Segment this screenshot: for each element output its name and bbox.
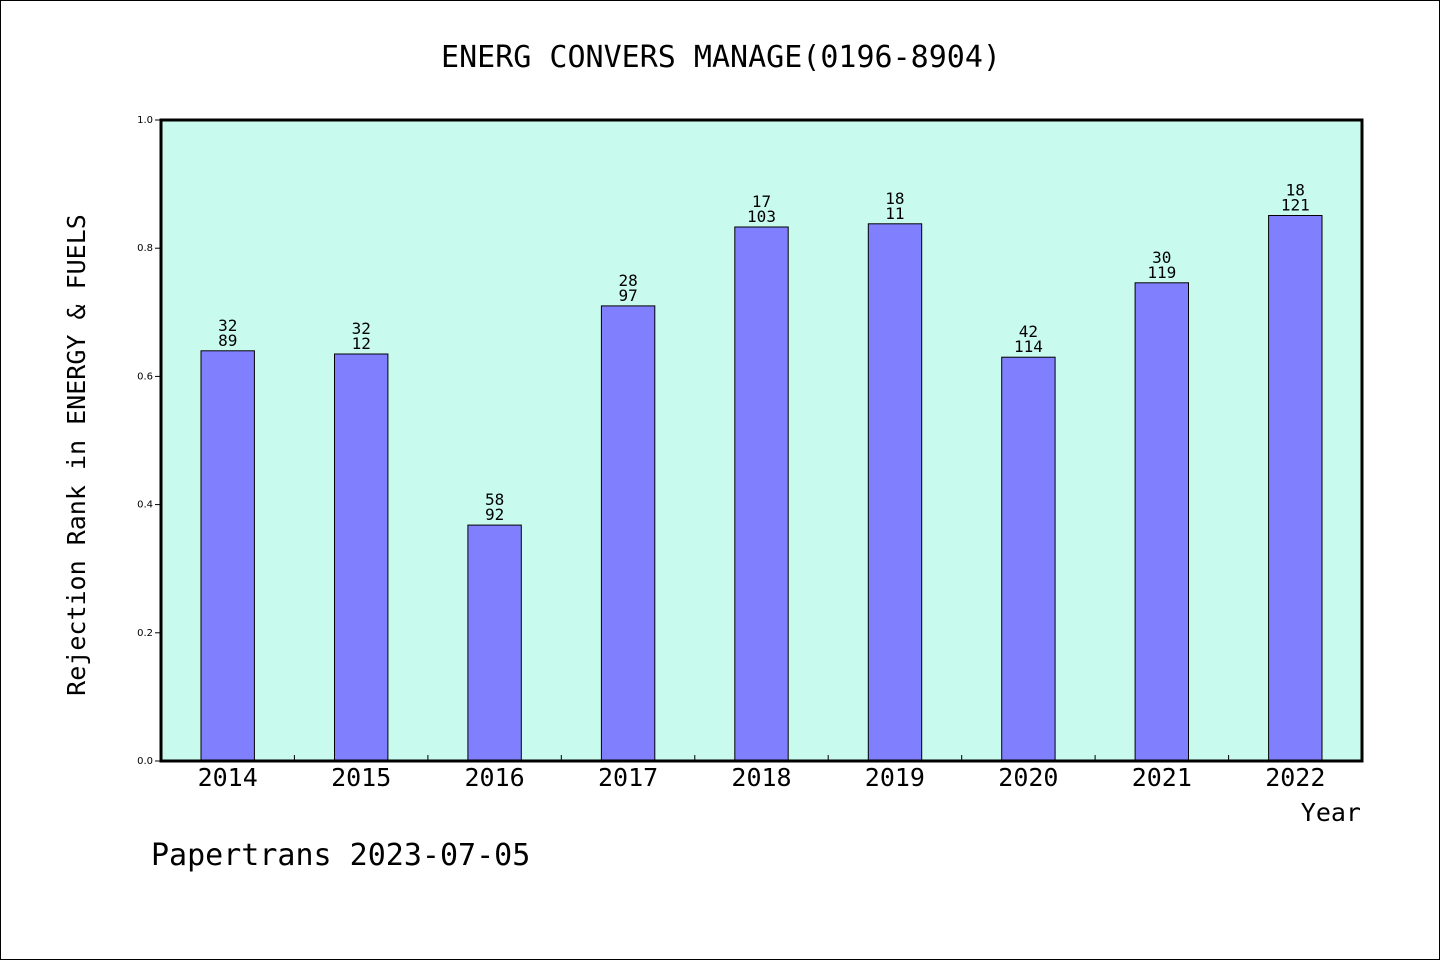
- x-tick-label-2021: 2021: [1132, 763, 1192, 792]
- x-tick-label-2019: 2019: [865, 763, 925, 792]
- bar-label-bottom-2019: 11: [885, 204, 904, 223]
- bar-label-top-2016: 58: [485, 490, 504, 509]
- bar-label-top-2017: 28: [618, 271, 637, 290]
- x-tick-label-2022: 2022: [1265, 763, 1325, 792]
- footer-date: Papertrans 2023-07-05: [151, 838, 530, 873]
- y-tick-label: 0.6: [137, 371, 153, 382]
- x-axis-title: Year: [1301, 798, 1361, 827]
- y-tick-label: 0.0: [137, 756, 153, 767]
- bar-label-bottom-2015: 12: [352, 334, 371, 353]
- bar-label-top-2020: 42: [1019, 322, 1038, 341]
- x-axis: 2014 2015 2016 2017 2018 2019 2020 2021 2022: [198, 755, 1325, 792]
- x-tick-label-2014: 2014: [198, 763, 258, 792]
- chart-title: ENERG CONVERS MANAGE(0196-8904): [441, 40, 1001, 75]
- bar-label-bottom-2016: 92: [485, 505, 504, 524]
- bar-2015: [334, 353, 389, 762]
- x-tick-label-2017: 2017: [598, 763, 658, 792]
- bar-2019: [867, 223, 923, 762]
- x-tick-label-2018: 2018: [731, 763, 791, 792]
- bar-2021: [1134, 282, 1189, 762]
- x-tick-label-2020: 2020: [998, 763, 1058, 792]
- y-tick-label: 0.2: [137, 628, 153, 639]
- bar-2017: [600, 305, 656, 762]
- bar-2016: [467, 524, 522, 762]
- x-tick-label-2015: 2015: [331, 763, 391, 792]
- bar-label-bottom-2022: 121: [1281, 196, 1310, 215]
- bar-label-bottom-2014: 89: [218, 331, 237, 350]
- bar-label-top-2018: 17: [752, 192, 771, 211]
- bar-label-bottom-2020: 114: [1014, 337, 1043, 356]
- bar-label-bottom-2017: 97: [618, 286, 637, 305]
- bar-2018: [734, 226, 789, 762]
- bar-label-top-2021: 30: [1152, 248, 1171, 267]
- y-axis-title: Rejection Rank in ENERGY & FUELS: [62, 214, 91, 696]
- bar-label-top-2022: 18: [1286, 181, 1305, 200]
- plot-frame: [159, 118, 1364, 763]
- bar-2022: [1268, 215, 1323, 762]
- bar-label-bottom-2021: 119: [1147, 263, 1176, 282]
- bar-label-bottom-2018: 103: [747, 207, 776, 226]
- y-axis: 0.0 0.2 0.4 0.6 0.8 1.0: [137, 115, 161, 767]
- bar-label-top-2014: 32: [218, 316, 237, 335]
- bar-2014: [200, 350, 255, 762]
- bar-label-top-2015: 32: [352, 319, 371, 338]
- bar-2020: [1001, 356, 1056, 762]
- y-tick-label: 1.0: [137, 115, 153, 126]
- bar-label-top-2019: 18: [885, 189, 904, 208]
- y-tick-label: 0.4: [137, 500, 153, 511]
- y-tick-label: 0.8: [137, 243, 153, 254]
- x-tick-label-2016: 2016: [464, 763, 524, 792]
